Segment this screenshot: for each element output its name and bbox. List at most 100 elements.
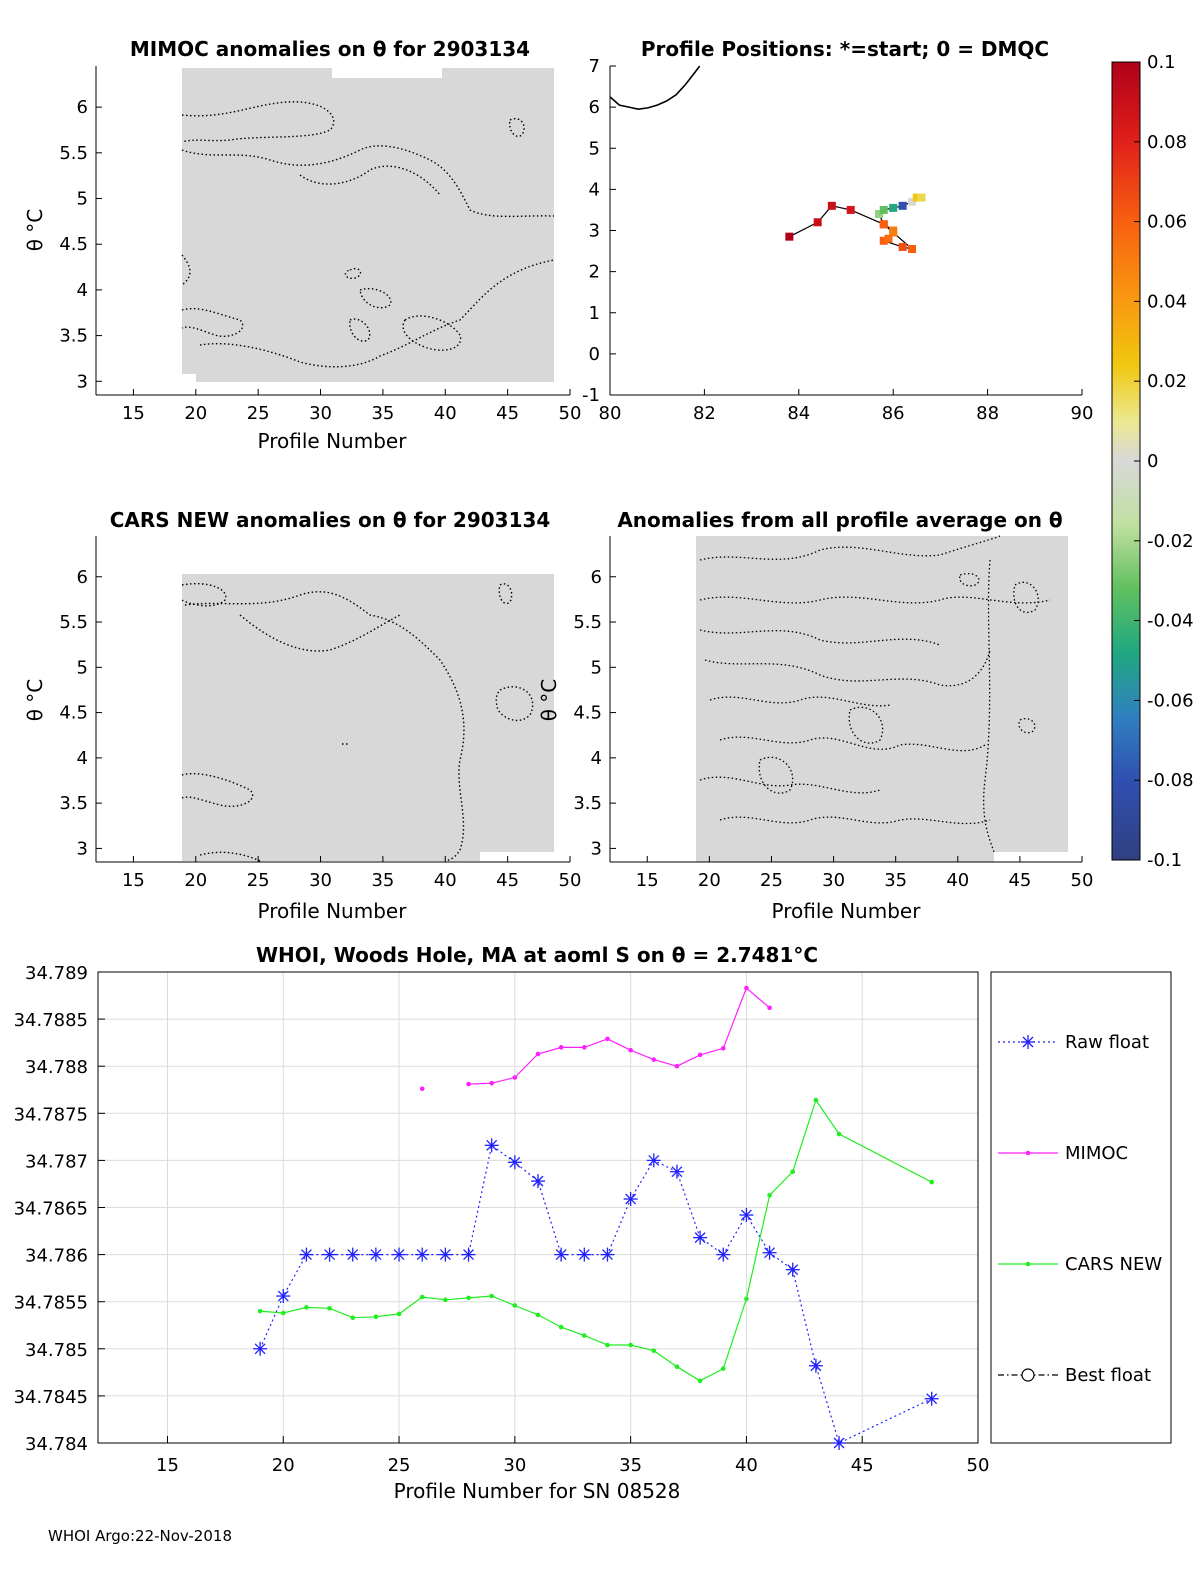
- mimoc-field: [182, 68, 554, 374]
- ytick-label: 4.5: [59, 703, 88, 724]
- data-point: [396, 1311, 402, 1317]
- profile-position-marker: [889, 226, 898, 235]
- footer-stamp: WHOI Argo:22-Nov-2018: [48, 1527, 232, 1545]
- salinity-xlabel: Profile Number for SN 08528: [394, 1479, 681, 1503]
- cars-field-right: [480, 574, 554, 852]
- xtick-label: 25: [388, 1455, 411, 1476]
- ytick-label: 4: [591, 748, 602, 769]
- mimoc-ylabel: θ °C: [23, 209, 47, 252]
- data-point-star: [322, 1247, 337, 1262]
- ytick-label: 3: [591, 838, 602, 859]
- legend-label: MIMOC: [1065, 1143, 1128, 1164]
- data-point: [582, 1333, 587, 1338]
- allavg-panel: Anomalies from all profile average on θ …: [537, 508, 1093, 923]
- xtick-label: 15: [156, 1455, 179, 1476]
- data-point: [674, 1364, 680, 1369]
- colorbar-tick-label: -0.08: [1147, 770, 1194, 791]
- cars-contours: [181, 583, 534, 862]
- cars-ytick-labels: 6 5.5 5 4.5 4 3.5 3: [59, 567, 102, 859]
- data-point: [767, 1192, 772, 1198]
- allavg-field: [696, 536, 1068, 862]
- data-point: [674, 1063, 680, 1069]
- series-cars-new: [257, 1097, 934, 1384]
- series-raw-float: [253, 1138, 939, 1450]
- coastline: [609, 65, 701, 111]
- colorbar-tick-label: 0.08: [1147, 132, 1187, 153]
- profile-positions: [785, 193, 926, 254]
- ytick-label: 2: [589, 262, 600, 283]
- legend-item: Raw float: [998, 1032, 1149, 1053]
- salinity-grid: [98, 971, 979, 1444]
- data-point: [489, 1080, 494, 1086]
- profile-position-marker: [879, 236, 888, 245]
- series-line: [259, 1144, 932, 1444]
- ytick-label: 6: [77, 97, 88, 118]
- data-point: [558, 1324, 564, 1330]
- xtick-label: 20: [184, 870, 207, 891]
- xtick-label: 86: [882, 403, 905, 424]
- series-line: [260, 1098, 932, 1382]
- mimoc-xlabel: Profile Number: [258, 429, 408, 453]
- xtick-label: 35: [371, 403, 394, 424]
- salinity-series: [253, 985, 939, 1450]
- data-point-star: [299, 1247, 314, 1262]
- xtick-label: 80: [599, 403, 622, 424]
- ytick-label: 6: [77, 567, 88, 588]
- legend-items: Raw float MIMOC CARS NEW Best float: [998, 1032, 1162, 1386]
- data-point-star: [577, 1247, 592, 1262]
- data-point: [327, 1305, 332, 1311]
- xtick-label: 25: [247, 870, 270, 891]
- allavg-xtick-labels: 15 20 25 30 35 40 45 50: [636, 856, 1094, 891]
- colorbar-tick-labels: 0.1 0.08 0.06 0.04 0.02 0 -0.02 -0.04 -0.06 -0.08…: [1134, 52, 1194, 871]
- xtick-label: 30: [503, 1455, 526, 1476]
- xtick-label: 30: [309, 403, 332, 424]
- ytick-label: 34.789: [25, 963, 88, 984]
- ytick-label: 4: [77, 748, 88, 769]
- data-point-star: [785, 1262, 800, 1277]
- legend-label: Raw float: [1065, 1032, 1149, 1053]
- data-point: [489, 1293, 494, 1299]
- data-point: [790, 1169, 796, 1175]
- xtick-label: 84: [787, 403, 810, 424]
- ytick-label: 5.5: [573, 612, 602, 633]
- xtick-label: 25: [247, 403, 270, 424]
- data-point: [628, 1342, 633, 1348]
- data-point-star: [623, 1192, 638, 1207]
- ytick-label: 34.786: [25, 1246, 88, 1267]
- xtick-label: 50: [1071, 870, 1094, 891]
- data-point: [280, 1310, 286, 1316]
- colorbar-tick-label: 0.1: [1147, 52, 1176, 73]
- ytick-label: 6: [589, 97, 600, 118]
- positions-panel: Profile Positions: *=start; 0 = DMQC 80 8…: [582, 37, 1093, 424]
- positions-ytick-labels: 7 6 5 4 3 2 1 0 -1: [582, 56, 616, 406]
- data-point: [419, 1294, 425, 1300]
- data-point: [512, 1303, 518, 1308]
- cars-xtick-labels: 15 20 25 30 35 40 45 50: [122, 856, 581, 891]
- data-point: [697, 1378, 703, 1384]
- data-point-star: [924, 1391, 939, 1406]
- ytick-label: 5: [591, 657, 602, 678]
- data-point: [720, 1366, 726, 1371]
- xtick-label: 15: [122, 403, 145, 424]
- ytick-label: 5: [589, 138, 600, 159]
- data-point: [373, 1314, 379, 1320]
- data-point-star: [646, 1153, 661, 1168]
- data-point: [350, 1315, 356, 1321]
- xtick-label: 45: [496, 870, 519, 891]
- legend: Raw float MIMOC CARS NEW Best float: [990, 971, 1172, 1444]
- ytick-label: 34.7875: [14, 1104, 88, 1125]
- series-mimoc: [419, 985, 772, 1092]
- profile-position-marker: [785, 232, 794, 241]
- profile-position-marker: [884, 234, 893, 243]
- xtick-label: 40: [735, 1455, 758, 1476]
- xtick-label: 50: [559, 870, 582, 891]
- colorbar-tick-label: 0: [1147, 451, 1158, 472]
- colorbar-tick-label: -0.06: [1147, 690, 1194, 711]
- data-point: [419, 1086, 425, 1092]
- ytick-label: 4: [589, 179, 600, 200]
- legend-label: CARS NEW: [1065, 1254, 1162, 1275]
- data-point-star: [461, 1247, 476, 1262]
- xtick-label: 25: [760, 870, 783, 891]
- data-point: [304, 1305, 309, 1310]
